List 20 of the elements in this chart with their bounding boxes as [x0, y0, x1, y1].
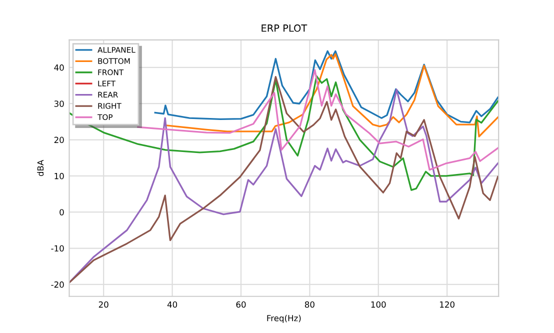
y-tick-label: 40 [54, 64, 64, 71]
y-tick-label: -20 [51, 281, 64, 288]
y-axis-title: dBA [37, 160, 44, 176]
x-tick-label: 60 [236, 301, 246, 308]
y-tick-label: 30 [54, 100, 64, 107]
line-series [164, 53, 499, 138]
line-series [69, 75, 499, 191]
x-tick-label: 40 [167, 301, 178, 308]
x-axis-title: Freq(Hz) [267, 314, 301, 323]
line-series [137, 69, 499, 171]
y-tick-label: 10 [54, 172, 64, 180]
x-tick-label: 120 [440, 301, 454, 308]
x-tick-label: 20 [98, 301, 108, 308]
y-tick-label: -10 [51, 245, 64, 252]
x-tick-label: 80 [304, 301, 314, 308]
y-tick-label: 20 [54, 136, 64, 144]
line-series [154, 50, 499, 124]
x-tick-label: 100 [371, 301, 386, 308]
y-tick-label: 0 [60, 209, 64, 216]
chart-title: ERP PLOT [262, 24, 308, 32]
